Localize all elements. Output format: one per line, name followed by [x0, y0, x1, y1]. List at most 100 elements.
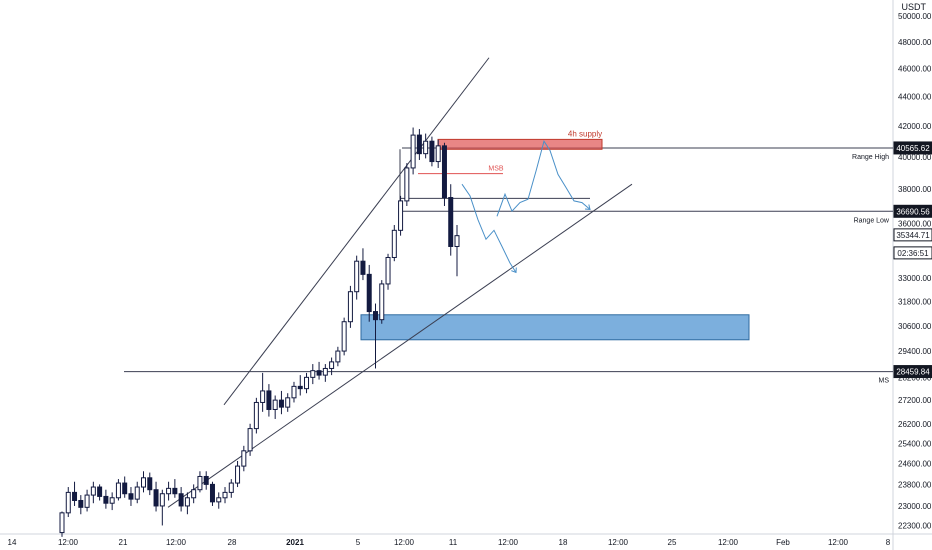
candle-body: [366, 273, 372, 313]
candle: [385, 253, 391, 290]
candle-body: [103, 495, 109, 504]
candle-body: [203, 475, 209, 485]
candle: [335, 346, 341, 367]
candle-body: [147, 477, 153, 491]
candle-body: [423, 140, 429, 155]
candle-body: [341, 321, 347, 352]
candle-body: [441, 145, 447, 199]
x-tick-label: 5: [356, 538, 361, 547]
candle-body: [134, 486, 140, 500]
supply-zone-label: 4h supply: [568, 129, 602, 138]
x-tick-label: 8: [886, 538, 891, 547]
candle-body: [90, 486, 96, 496]
candle: [159, 489, 165, 526]
candle-body: [209, 483, 215, 503]
candle-body: [391, 229, 397, 258]
candle-body: [329, 361, 335, 369]
candle-body: [216, 497, 222, 503]
price-tag-label: 36690.56: [896, 207, 930, 216]
candle: [197, 471, 203, 493]
candle: [103, 489, 109, 509]
candle-body: [97, 486, 103, 497]
candle: [184, 492, 190, 515]
candle: [115, 479, 121, 501]
x-tick-label: 11: [449, 538, 458, 547]
candle-body: [372, 311, 378, 321]
candle-body: [122, 482, 128, 495]
candle: [366, 264, 372, 322]
candle: [448, 184, 454, 256]
candle-body: [416, 134, 422, 155]
channel-line-lower: [167, 183, 633, 508]
candle-body: [335, 350, 341, 363]
y-tick-label: 38000.00: [898, 185, 932, 194]
x-tick-label: 12:00: [828, 538, 849, 547]
currency-label: USDT: [901, 2, 927, 12]
candle: [78, 495, 84, 515]
x-tick-label: 12:00: [608, 538, 629, 547]
candle: [209, 481, 215, 506]
price-tag-label: 40565.62: [896, 144, 930, 153]
candle: [404, 163, 410, 206]
candle: [97, 484, 103, 501]
candle-body: [354, 260, 360, 293]
candle: [84, 489, 90, 512]
candle-body: [347, 291, 353, 323]
price-tag-box: [893, 365, 932, 379]
candle-body: [172, 487, 178, 495]
projection-arrowhead: [511, 267, 517, 274]
price-tag-box: [893, 204, 932, 218]
candle-body: [72, 491, 78, 501]
level-label: Range Low: [854, 217, 890, 224]
x-tick-label: 12:00: [394, 538, 415, 547]
y-tick-label: 40000.00: [898, 153, 932, 162]
candle-body: [65, 491, 71, 514]
candle-body: [448, 197, 454, 247]
candle-body: [435, 145, 441, 163]
x-tick-label: 25: [668, 538, 677, 547]
y-tick-label: 26200.00: [898, 420, 932, 429]
candle-body: [304, 376, 310, 390]
candle-body: [84, 494, 90, 508]
supply-zone: [437, 138, 603, 150]
candle: [109, 492, 115, 511]
price-tag-label: 28459.84: [896, 368, 930, 377]
candle-body: [278, 399, 284, 408]
price-tag-label: 35344.71: [896, 231, 930, 240]
y-tick-label: 30600.00: [898, 322, 932, 331]
x-tick-label: 12:00: [166, 538, 187, 547]
candle: [391, 225, 397, 262]
candle: [372, 303, 378, 369]
candle: [435, 139, 441, 168]
candle-body: [404, 167, 410, 202]
candle-body: [197, 475, 203, 491]
candle-body: [128, 493, 134, 500]
candle-body: [59, 512, 65, 534]
candle-body: [260, 390, 266, 403]
candle: [322, 364, 328, 382]
price-tag-box: [893, 141, 932, 155]
price-tag-box: [893, 228, 932, 242]
candle-body: [410, 134, 416, 169]
projection-path: [461, 183, 517, 273]
candle: [147, 472, 153, 496]
candle-body: [222, 491, 228, 499]
candle: [72, 481, 78, 506]
candle-body: [166, 487, 172, 495]
demand-zone: [360, 314, 750, 341]
candle-body: [379, 283, 385, 321]
candle: [454, 225, 460, 277]
candle-body: [398, 200, 404, 231]
candle-body: [241, 450, 247, 467]
candle: [59, 511, 65, 537]
candle: [304, 372, 310, 394]
x-tick-label: 2021: [286, 538, 304, 547]
candle: [153, 481, 159, 512]
candle-body: [360, 260, 366, 275]
candle-body: [291, 385, 297, 399]
candle: [291, 381, 297, 403]
candle: [410, 127, 416, 175]
candle-body: [310, 370, 316, 378]
candle-body: [285, 397, 291, 408]
